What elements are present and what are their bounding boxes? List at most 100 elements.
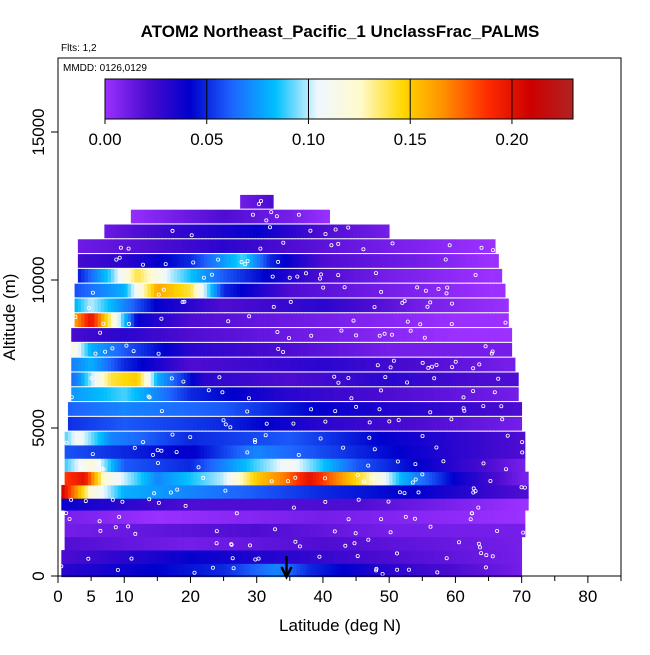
heatmap-cell [448, 484, 453, 499]
heatmap-cell [94, 510, 99, 524]
heatmap-cell [488, 431, 493, 446]
heatmap-cell [193, 445, 198, 459]
heatmap-cell [140, 224, 145, 239]
heatmap-cell [130, 239, 135, 254]
heatmap-cell [359, 431, 364, 446]
heatmap-cell [289, 445, 294, 459]
heatmap-cell [236, 283, 241, 298]
heatmap-cell [382, 313, 387, 328]
heatmap-cell [382, 471, 387, 486]
heatmap-cell [508, 550, 513, 564]
heatmap-cell [216, 563, 221, 578]
heatmap-cell [250, 194, 254, 209]
sample-point [159, 448, 164, 453]
heatmap-cell [342, 563, 347, 578]
heatmap-cell [157, 328, 162, 342]
heatmap-cell [253, 445, 258, 459]
heatmap-cell [163, 550, 168, 564]
heatmap-cell [240, 298, 244, 313]
heatmap-cell [448, 372, 453, 387]
heatmap-cell [445, 283, 450, 298]
heatmap-cell [462, 431, 466, 446]
heatmap-cell [352, 563, 357, 578]
heatmap-cell [97, 387, 102, 402]
heatmap-cell [77, 357, 82, 372]
sample-point [308, 228, 313, 233]
heatmap-cell [286, 445, 291, 459]
heatmap-cell [160, 357, 165, 372]
heatmap-cell [177, 357, 181, 372]
heatmap-cell [130, 283, 135, 298]
sample-point [214, 529, 219, 534]
heatmap-cell [448, 328, 453, 342]
heatmap-cell [173, 458, 178, 473]
heatmap-cell [183, 431, 188, 446]
heatmap-cell [140, 342, 145, 357]
heatmap-cell [223, 328, 228, 342]
heatmap-cell [359, 313, 364, 328]
heatmap-cell [326, 402, 330, 416]
heatmap-cell [462, 496, 466, 511]
heatmap-cell [107, 431, 112, 446]
heatmap-cell [193, 523, 198, 538]
heatmap-cell [418, 357, 423, 372]
heatmap-cell [339, 484, 344, 499]
heatmap-cell [266, 496, 271, 511]
heatmap-cell [379, 563, 383, 578]
heatmap-cell [243, 431, 248, 446]
heatmap-cell [293, 209, 297, 224]
heatmap-cell [193, 224, 198, 239]
heatmap-cell [94, 484, 99, 499]
heatmap-cell [316, 224, 321, 239]
heatmap-cell [81, 550, 85, 564]
heatmap-cell [81, 268, 85, 283]
heatmap-cell [120, 357, 125, 372]
heatmap-cell [485, 471, 489, 486]
heatmap-cell [263, 254, 268, 268]
heatmap-cell [263, 510, 268, 524]
sample-point [483, 565, 488, 570]
heatmap-cell [428, 496, 433, 511]
heatmap-cell [313, 431, 317, 446]
heatmap-cell [316, 328, 321, 342]
heatmap-cell [187, 209, 191, 224]
heatmap-cell [389, 298, 393, 313]
heatmap-cell [173, 510, 178, 524]
heatmap-cell [263, 357, 268, 372]
heatmap-cell [462, 254, 466, 268]
heatmap-cell [114, 402, 119, 416]
heatmap-cell [468, 496, 473, 511]
heatmap-cell [359, 536, 364, 551]
heatmap-cell [409, 387, 413, 402]
heatmap-cell [428, 328, 433, 342]
heatmap-cell [117, 471, 122, 486]
heatmap-cell [154, 254, 158, 268]
heatmap-cell [283, 563, 287, 578]
heatmap-cell [246, 402, 251, 416]
heatmap-cell [309, 298, 314, 313]
heatmap-cell [167, 445, 171, 459]
sample-point [141, 440, 146, 445]
heatmap-cell [468, 372, 473, 387]
heatmap-cell [286, 471, 291, 486]
heatmap-cell [326, 283, 330, 298]
sample-point [387, 419, 392, 424]
sample-point [450, 365, 455, 370]
heatmap-cell [87, 342, 92, 357]
heatmap-cell [94, 254, 99, 268]
heatmap-cell [137, 298, 142, 313]
heatmap-cell [392, 563, 397, 578]
heatmap-cell [266, 194, 271, 209]
heatmap-cell [508, 458, 513, 473]
heatmap-cell [64, 471, 69, 486]
heatmap-cell [157, 313, 162, 328]
sample-point [415, 285, 420, 290]
heatmap-cell [107, 283, 112, 298]
heatmap-cell [173, 283, 178, 298]
heatmap-cell [193, 416, 198, 431]
heatmap-cell [203, 209, 208, 224]
heatmap-cell [157, 342, 162, 357]
heatmap-cell [332, 283, 337, 298]
heatmap-cell [498, 496, 503, 511]
heatmap-cell [299, 416, 304, 431]
